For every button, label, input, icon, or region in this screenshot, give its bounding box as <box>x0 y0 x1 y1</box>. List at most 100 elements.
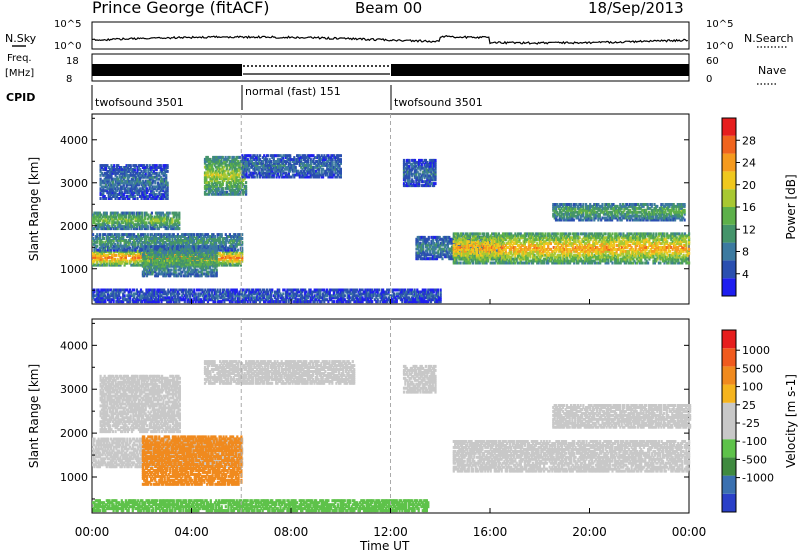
nsky-tick-top: 10^5 <box>54 19 81 30</box>
cpid-segment-3: twofsound 3501 <box>394 96 483 109</box>
power-echo-cell <box>214 235 216 238</box>
power-echo-cell <box>241 237 243 240</box>
freq-label-line2: [MHz] <box>5 68 34 79</box>
power-echo-cell <box>178 221 180 224</box>
freq-band-segment-3 <box>391 64 689 76</box>
cpid-segment-1: twofsound 3501 <box>95 96 184 109</box>
power-echo-cell <box>136 197 138 200</box>
power-echo-cell <box>428 236 430 239</box>
power-echo-cell <box>134 195 136 198</box>
power-echo-region <box>142 245 218 277</box>
power-echo-cell <box>178 212 180 215</box>
nsky-noise-trace <box>92 36 688 44</box>
power-echo-cell <box>192 245 194 248</box>
power-echo-cell <box>221 233 223 236</box>
power-echo-cell <box>270 160 272 163</box>
power-echo-cell <box>434 159 436 162</box>
power-echo-cell <box>193 233 195 236</box>
nsky-strip-frame <box>92 22 689 49</box>
power-echo-cell <box>115 254 117 257</box>
power-echo-cell <box>106 212 108 215</box>
nsky-label: N.Sky <box>5 32 37 45</box>
power-echo-cell <box>145 221 147 224</box>
power-echo-cell <box>216 249 218 252</box>
power-echo-region <box>100 164 169 200</box>
power-echo-cell <box>99 233 101 236</box>
power-echo-cell <box>245 185 247 188</box>
power-echo-cell <box>434 182 436 185</box>
power-echo-cell <box>216 255 218 258</box>
power-echo-cell <box>150 259 152 262</box>
power-echo-cell <box>403 159 405 162</box>
power-echo-cell <box>413 180 415 183</box>
power-echo-cell <box>216 269 218 272</box>
power-echo-cell <box>167 182 169 185</box>
power-echo-cell <box>237 249 239 252</box>
station-title: Prince George (fitACF) <box>92 0 270 17</box>
power-echo-region <box>204 156 247 196</box>
power-echo-cell <box>340 154 342 157</box>
power-echo-cell <box>151 212 153 215</box>
nsearch-tick-top: 10^5 <box>706 19 733 30</box>
power-echo-cell <box>130 164 132 167</box>
power-echo-cell <box>259 154 261 157</box>
freq-tick-top: 18 <box>66 56 79 67</box>
freq-label-line1: Freq. <box>7 53 32 64</box>
power-echo-cell <box>245 181 247 184</box>
power-echo-cell <box>216 245 218 248</box>
beam-title: Beam 00 <box>355 0 422 17</box>
power-echo-cell <box>126 260 128 263</box>
cpid-segment-2: normal (fast) 151 <box>245 85 341 98</box>
power-echo-cell <box>408 159 410 162</box>
power-echo-cell <box>203 245 205 248</box>
power-echo-region <box>92 212 180 231</box>
power-echo-cell <box>295 166 297 169</box>
power-echo-cell <box>113 164 115 167</box>
power-echo-cell <box>340 158 342 161</box>
power-echo-cell <box>103 237 105 240</box>
power-echo-cell <box>267 154 269 157</box>
power-echo-cell <box>133 212 135 215</box>
power-echo-cell <box>254 176 256 179</box>
power-echo-cell <box>171 269 173 272</box>
power-echo-region <box>453 232 691 264</box>
power-echo-cell <box>229 156 231 159</box>
power-echo-region <box>403 159 437 187</box>
power-echo-cell <box>289 154 291 157</box>
nsearch-tick-bottom: 10^0 <box>706 41 733 52</box>
power-echo-region <box>92 250 243 267</box>
cpid-label: CPID <box>6 91 35 104</box>
power-echo-cell <box>169 245 171 248</box>
nsearch-label: N.Search <box>744 32 794 45</box>
power-echo-cell <box>92 233 94 236</box>
power-echo-cell <box>167 164 169 167</box>
date-title: 18/Sep/2013 <box>588 0 684 17</box>
nsky-tick-bottom: 10^0 <box>54 41 81 52</box>
power-echo-cell <box>147 225 149 228</box>
power-echo-cell <box>340 168 342 171</box>
power-echo-cell <box>96 233 98 236</box>
power-echo-cell <box>169 212 171 215</box>
power-echo-cell <box>105 197 107 200</box>
power-echo-cell <box>100 197 102 200</box>
nave-label: Nave <box>758 64 786 77</box>
power-echo-cell <box>160 164 162 167</box>
power-echo-cell <box>222 187 224 190</box>
power-echo-cell <box>212 168 214 171</box>
freq-band-segment-1 <box>92 64 242 76</box>
power-echo-cell <box>441 257 443 260</box>
power-echo-region <box>241 154 342 178</box>
power-echo-cell <box>165 174 167 177</box>
power-echo-cell <box>178 227 180 230</box>
power-echo-cell <box>147 245 149 248</box>
power-echo-cell <box>167 170 169 173</box>
power-echo-cell <box>165 251 167 254</box>
nave-tick-bottom: 0 <box>706 74 712 85</box>
nave-tick-top: 60 <box>706 56 719 67</box>
power-echo-cell <box>118 233 120 236</box>
power-echo-cell <box>96 245 98 248</box>
freq-tick-bottom: 8 <box>66 74 72 85</box>
